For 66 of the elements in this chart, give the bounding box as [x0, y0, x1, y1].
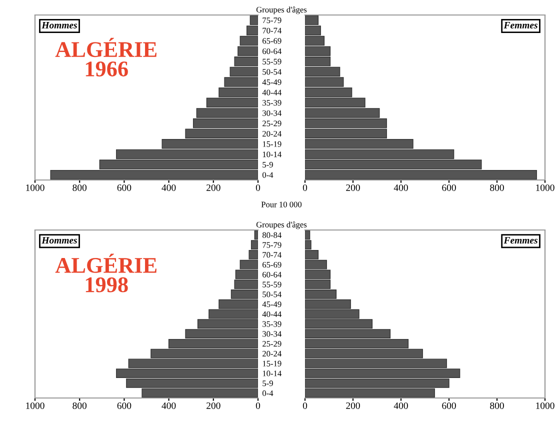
x-tick-label: 1000 — [536, 184, 554, 192]
y-tick-label: 55-59 — [262, 282, 282, 288]
y-tick-label: 35-39 — [262, 321, 282, 327]
text: Groupes d'âges — [256, 6, 307, 14]
y-tick-label: 30-34 — [262, 331, 282, 337]
x-tick-label: 600 — [117, 402, 132, 410]
y-tick-label: 65-69 — [262, 38, 282, 44]
x-tick-label: 1000 — [26, 402, 44, 410]
x-tick-label: 200 — [346, 402, 360, 410]
y-tick-label: 45-49 — [262, 301, 282, 308]
x-tick-label: 0 — [302, 184, 308, 192]
x-tick-label: 200 — [206, 402, 220, 410]
y-tick-label: 0-4 — [262, 390, 274, 396]
annotation: Femmes — [504, 22, 538, 28]
x-tick-label: 400 — [394, 402, 408, 410]
y-tick-label: 15-19 — [262, 141, 282, 147]
y-tick-label: 25-29 — [262, 120, 282, 126]
y-tick-label: 60-64 — [262, 272, 282, 278]
y-tick-label: 75-79 — [262, 242, 282, 248]
x-tick-label: 0 — [256, 184, 260, 192]
x-tick-label: 200 — [346, 184, 360, 192]
y-tick-label: 40-44 — [262, 311, 282, 317]
y-tick-label: 15-19 — [262, 360, 282, 366]
x-tick-label: 800 — [490, 402, 504, 410]
y-tick-label: 5-9 — [262, 380, 273, 386]
y-tick-label: 35-39 — [262, 100, 282, 106]
y-tick-label: 60-64 — [262, 48, 282, 54]
y-tick-label: 10-14 — [262, 152, 282, 158]
x-tick-label: 200 — [206, 184, 220, 192]
x-tick-label: 400 — [162, 402, 176, 410]
annotation: ALGÉRIE 1998 — [55, 254, 156, 292]
y-tick-label: 50-54 — [262, 292, 282, 298]
x-tick-label: 800 — [72, 184, 87, 192]
x-tick-label: 400 — [394, 184, 408, 192]
annotation: Hommes — [42, 237, 78, 244]
y-tick-label: 65-69 — [262, 262, 282, 268]
x-tick-label: 1000 — [26, 184, 44, 192]
annotation: Hommes — [42, 22, 78, 28]
x-tick-label: 600 — [442, 184, 456, 192]
x-tick-label: 800 — [490, 184, 504, 192]
y-tick-label: 5-9 — [262, 162, 273, 168]
annotation: Femmes — [504, 237, 538, 244]
y-tick-label: 50-54 — [262, 69, 282, 75]
text: Groupes d'âges — [256, 222, 307, 230]
x-tick-label: 1000 — [536, 402, 554, 410]
y-tick-label: 40-44 — [262, 90, 282, 96]
x-tick-label: 800 — [72, 402, 87, 410]
y-tick-label: 20-24 — [262, 350, 282, 357]
x-tick-label: 600 — [117, 184, 132, 192]
y-tick-label: 75-79 — [262, 18, 282, 24]
annotation: ALGÉRIE 1966 — [55, 38, 156, 76]
y-tick-label: 55-59 — [262, 58, 282, 64]
y-tick-label: 25-29 — [262, 341, 282, 347]
y-tick-label: 20-24 — [262, 130, 282, 137]
x-tick-label: 400 — [162, 184, 176, 192]
x-tick-label: 600 — [442, 402, 456, 410]
y-tick-label: 10-14 — [262, 370, 282, 376]
y-tick-label: 0-4 — [262, 172, 274, 178]
y-tick-label: 30-34 — [262, 110, 282, 116]
y-tick-label: 80-84 — [262, 232, 282, 238]
y-tick-label: 45-49 — [262, 79, 282, 86]
x-tick-label: 0 — [256, 402, 260, 410]
x-axis-title: Pour 10 000 — [261, 202, 302, 208]
x-tick-label: 0 — [302, 402, 308, 410]
y-tick-label: 70-74 — [262, 252, 282, 258]
y-tick-label: 70-74 — [262, 28, 282, 34]
